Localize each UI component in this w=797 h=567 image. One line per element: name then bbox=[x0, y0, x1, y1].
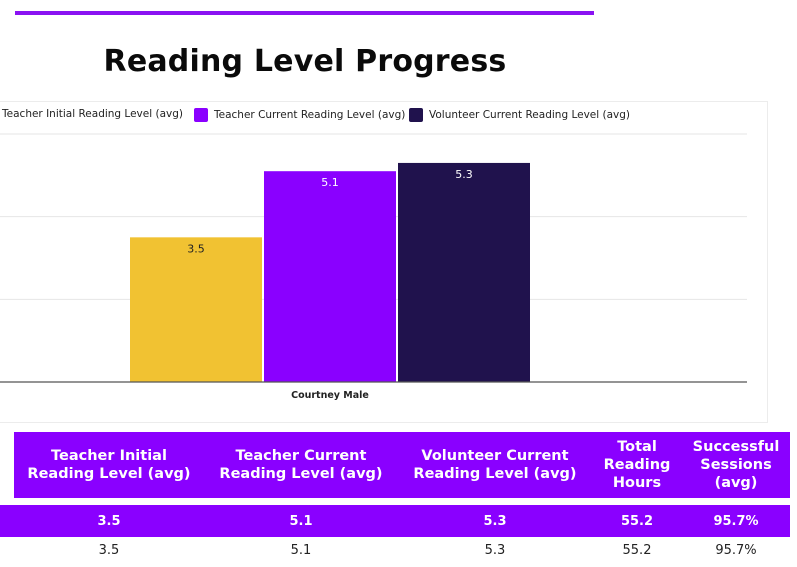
header-volunteer: Volunteer Current Reading Level (avg) bbox=[413, 448, 577, 482]
data-label: 3.5 bbox=[187, 242, 205, 255]
summary-table-header: Teacher Initial Reading Level (avg) Teac… bbox=[14, 432, 790, 498]
bar bbox=[264, 171, 396, 382]
cell-volunteer: 5.3 bbox=[484, 542, 506, 558]
bar bbox=[398, 162, 530, 382]
legend-label-volunteer: Volunteer Current Reading Level (avg) bbox=[429, 109, 631, 121]
top-accent-rule bbox=[15, 11, 594, 15]
bar-chart: 3.5 5.1 5.3 Courtney Male bbox=[0, 133, 747, 401]
table-row: 3.5 5.1 5.3 55.2 95.7% bbox=[0, 505, 790, 537]
bar bbox=[130, 237, 262, 382]
header-current: Teacher Current Reading Level (avg) bbox=[219, 448, 383, 482]
header-hours: Total Reading Hours bbox=[603, 439, 671, 491]
cell-sessions: 95.7% bbox=[713, 513, 759, 529]
cell-volunteer: 5.3 bbox=[483, 513, 507, 529]
legend-label-initial: Teacher Initial Reading Level (avg) bbox=[2, 108, 183, 120]
legend-swatch-current bbox=[194, 108, 208, 122]
legend-item-initial[interactable]: Teacher Initial Reading Level (avg) bbox=[2, 108, 183, 120]
cell-sessions: 95.7% bbox=[715, 542, 757, 558]
data-label: 5.1 bbox=[321, 176, 339, 189]
cell-initial: 3.5 bbox=[97, 513, 121, 529]
legend-swatch-volunteer bbox=[409, 108, 423, 122]
page-title: Reading Level Progress bbox=[103, 44, 507, 79]
cell-current: 5.1 bbox=[290, 542, 312, 558]
header-initial: Teacher Initial Reading Level (avg) bbox=[27, 448, 191, 482]
data-label: 5.3 bbox=[455, 168, 473, 181]
legend-label-current: Teacher Current Reading Level (avg) bbox=[214, 109, 406, 121]
cell-hours: 55.2 bbox=[620, 513, 654, 529]
chart-legend: Teacher Initial Reading Level (avg) Teac… bbox=[0, 104, 767, 128]
legend-item-current[interactable]: Teacher Current Reading Level (avg) bbox=[194, 108, 405, 122]
table-row: 3.5 5.1 5.3 55.2 95.7% bbox=[14, 537, 790, 563]
cell-initial: 3.5 bbox=[98, 542, 120, 558]
cell-hours: 55.2 bbox=[622, 542, 652, 558]
cell-current: 5.1 bbox=[289, 513, 313, 529]
header-sessions: Successful Sessions (avg) bbox=[692, 439, 780, 491]
legend-item-volunteer[interactable]: Volunteer Current Reading Level (avg) bbox=[409, 108, 630, 122]
category-label: Courtney Male bbox=[291, 390, 369, 401]
table-separator bbox=[14, 498, 790, 505]
summary-table: Teacher Initial Reading Level (avg) Teac… bbox=[0, 432, 790, 563]
